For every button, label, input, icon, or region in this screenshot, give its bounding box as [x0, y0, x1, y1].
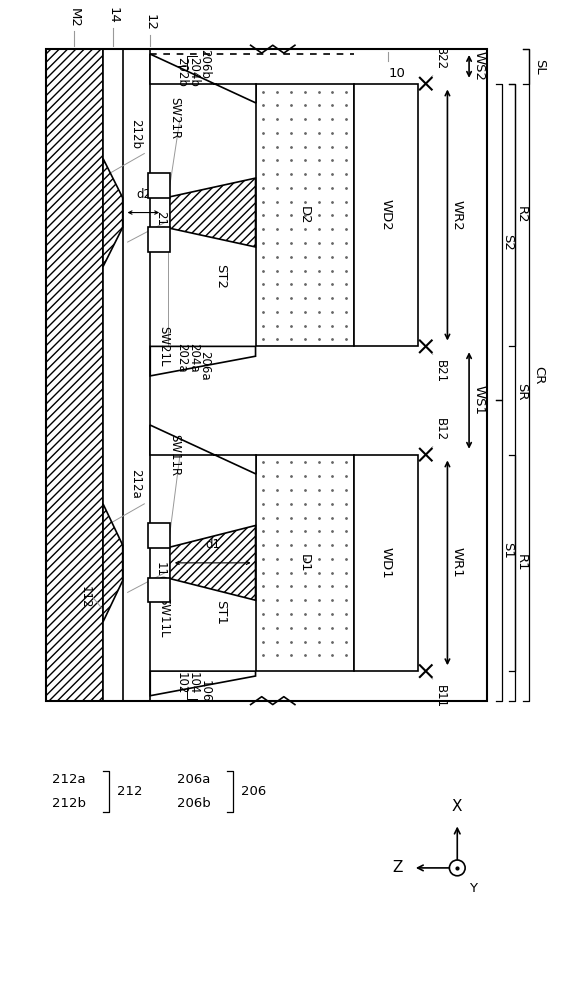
Text: 212b: 212b	[52, 797, 86, 810]
Text: 212a: 212a	[129, 469, 142, 499]
Bar	[354, 455, 418, 671]
Text: d1: d1	[205, 538, 220, 551]
Text: 112: 112	[78, 586, 91, 609]
Text: B21: B21	[434, 360, 447, 383]
Polygon shape	[170, 525, 255, 600]
Text: B22: B22	[434, 47, 447, 70]
Polygon shape	[150, 54, 255, 103]
Text: R1: R1	[515, 554, 528, 572]
Text: 104: 104	[187, 672, 199, 694]
Bar	[46, 49, 103, 701]
Polygon shape	[103, 504, 123, 622]
Text: D1: D1	[298, 554, 311, 572]
Bar	[149, 578, 170, 602]
Text: SR: SR	[515, 383, 528, 401]
Text: 212b: 212b	[129, 119, 142, 149]
Text: 110: 110	[154, 562, 167, 584]
Text: WD1: WD1	[379, 547, 392, 579]
Text: 206b: 206b	[177, 797, 210, 810]
Text: WD2: WD2	[379, 199, 392, 231]
Text: 204a: 204a	[187, 343, 199, 373]
Polygon shape	[150, 671, 255, 696]
Text: 202a: 202a	[175, 343, 188, 373]
Circle shape	[450, 860, 465, 876]
Text: SL: SL	[533, 59, 546, 74]
Text: X: X	[452, 799, 462, 814]
Text: SW21L: SW21L	[157, 326, 170, 367]
Bar	[103, 49, 123, 701]
Bar	[255, 84, 354, 346]
Bar	[46, 49, 487, 701]
Text: M2: M2	[68, 8, 81, 28]
Text: B12: B12	[434, 418, 447, 441]
Text: Y: Y	[469, 882, 477, 895]
Text: SW11L: SW11L	[157, 597, 170, 637]
Text: B11: B11	[434, 685, 447, 708]
Polygon shape	[103, 158, 123, 267]
Text: S1: S1	[501, 542, 514, 559]
Text: 202b: 202b	[175, 57, 188, 87]
Bar	[149, 227, 170, 252]
Text: WR1: WR1	[451, 547, 464, 578]
Text: 206a: 206a	[177, 773, 210, 786]
Text: 206b: 206b	[198, 49, 212, 79]
Bar	[149, 173, 170, 198]
Text: 206: 206	[241, 785, 266, 798]
Text: 212a: 212a	[52, 773, 86, 786]
Text: 12: 12	[144, 14, 157, 31]
Bar	[149, 523, 170, 548]
Text: 212: 212	[117, 785, 142, 798]
Text: WS1: WS1	[472, 385, 486, 415]
Text: WS2: WS2	[472, 51, 486, 81]
Text: Z: Z	[393, 860, 403, 875]
Bar	[354, 84, 418, 346]
Text: 106: 106	[198, 680, 212, 702]
Text: D2: D2	[298, 206, 311, 224]
Text: 10: 10	[388, 67, 405, 80]
Polygon shape	[150, 346, 255, 376]
Polygon shape	[170, 178, 255, 247]
Bar	[255, 455, 354, 671]
Text: SW21R: SW21R	[169, 97, 181, 139]
Text: d2: d2	[137, 188, 152, 201]
Text: 14: 14	[106, 7, 120, 24]
Text: ST2: ST2	[214, 264, 228, 289]
Text: CR: CR	[532, 366, 546, 384]
Text: WR2: WR2	[451, 200, 464, 230]
Text: 210: 210	[154, 211, 167, 234]
Text: ST1: ST1	[214, 600, 228, 625]
Polygon shape	[150, 425, 255, 474]
Text: SW11R: SW11R	[169, 434, 181, 476]
Text: 204b: 204b	[187, 57, 199, 87]
Text: S2: S2	[501, 234, 514, 251]
Text: R2: R2	[515, 206, 528, 224]
Text: 102: 102	[175, 672, 188, 694]
Text: 206a: 206a	[198, 351, 212, 381]
